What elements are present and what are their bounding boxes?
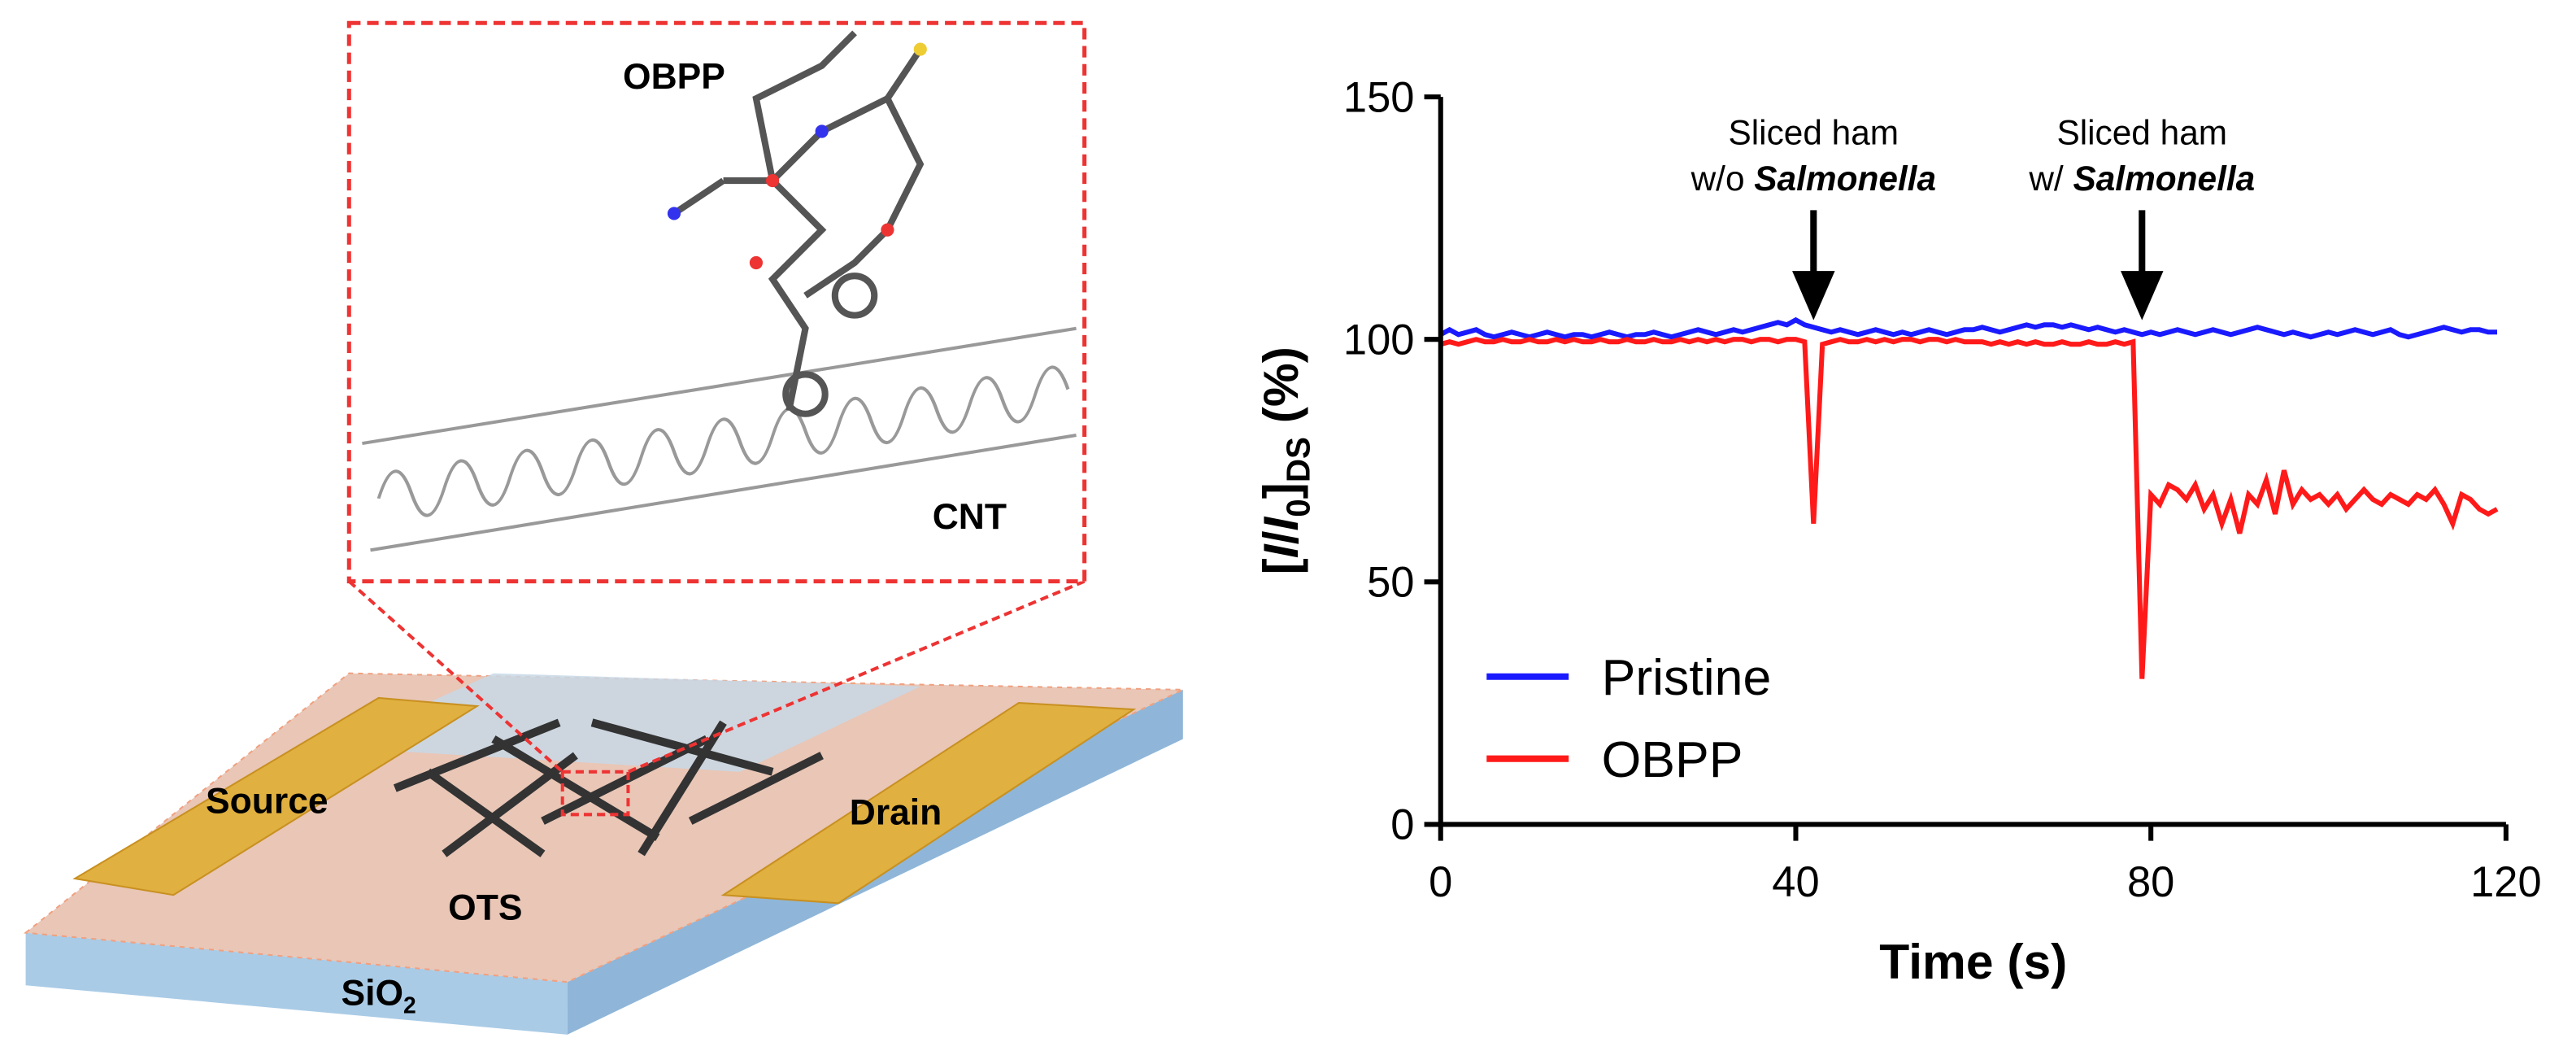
annotation-line: Sliced ham [2056,114,2227,152]
x-tick-label: 40 [1772,858,1819,906]
channel [329,673,920,772]
y-tick-label: 150 [1343,73,1415,121]
y-label-part: I [1253,517,1308,531]
x-tick-label: 80 [2127,858,2174,906]
x-tick-label: 120 [2470,858,2542,906]
series-line [1439,316,2497,340]
annotation-line: w/ Salmonella [2028,159,2255,198]
zoom-inset [346,20,1087,584]
y-label-part: DS [1279,437,1316,482]
zoom-box [560,770,630,817]
arrow-head [1792,271,1835,321]
atoms [667,42,927,270]
series-line [1439,337,2499,679]
y-label-part: [ [1253,558,1308,574]
annotation-italic: Salmonella [1754,159,1936,198]
tube-label: CNT [933,497,1007,537]
y-label-part: 0 [1279,499,1316,517]
y-label-part: (%) [1253,347,1308,437]
y-tick-label: 50 [1367,558,1414,606]
substrate-label: SiO2 [342,973,416,1018]
y-tick-label: 0 [1390,801,1414,849]
drain-electrode [720,701,1137,905]
substrate-text: SiO [342,973,404,1013]
source-electrode [72,696,480,896]
y-tick-label: 100 [1343,316,1415,364]
annotation-line: w/o Salmonella [1690,159,1936,198]
slab-front [25,932,568,1035]
nanotube [362,326,1077,552]
annotation-prefix: w/ [2028,159,2073,198]
y-label-part: ] [1253,482,1308,499]
molecule-label: OBPP [623,57,725,97]
substrate-subscript: 2 [403,992,416,1018]
cnt-network [393,718,824,857]
y-label-part: / [1253,530,1308,544]
zoom-line [627,579,1086,774]
annotation-prefix: w/o [1690,159,1755,198]
x-axis-label: Time (s) [1879,934,2067,989]
x-tick-label: 0 [1429,858,1452,906]
layer-label: OTS [448,888,522,928]
legend-label: Pristine [1602,649,1772,706]
drain-label: Drain [850,792,942,832]
legend-label: OBPP [1602,731,1743,788]
annotation-italic: Salmonella [2073,159,2255,198]
y-axis-label: [I/I0]DS (%) [1253,347,1316,574]
annotation-line: Sliced ham [1728,114,1899,152]
arrow-head [2121,271,2164,321]
y-label-part: I [1253,543,1308,558]
device-diagram: OBPP CNT Source Drain OTS SiO2 [23,20,1184,1035]
source-label: Source [206,781,329,821]
zoom-line [347,580,564,774]
